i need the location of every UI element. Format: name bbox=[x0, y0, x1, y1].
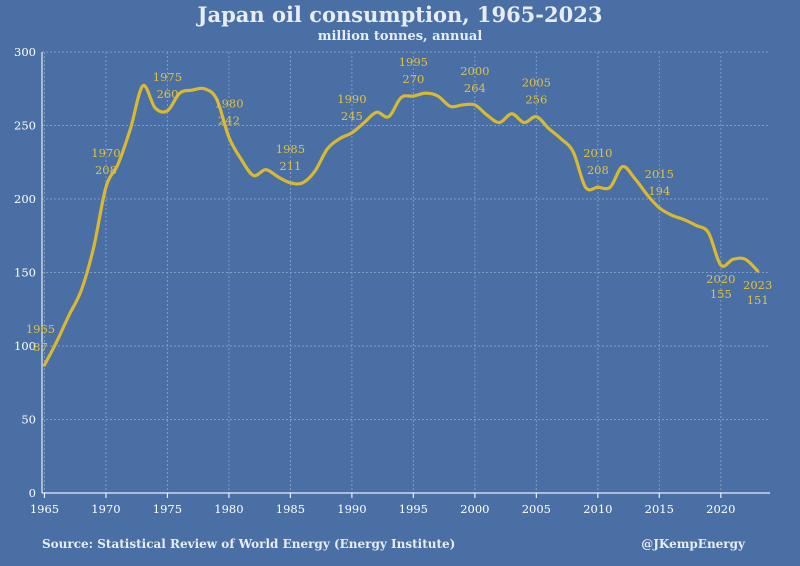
y-tick-label: 50 bbox=[21, 413, 36, 427]
annotation-value: 194 bbox=[648, 184, 670, 198]
annotation-year: 2005 bbox=[522, 76, 551, 90]
author-credit: @JKempEnergy bbox=[641, 537, 746, 551]
annotation-value: 242 bbox=[218, 113, 240, 127]
annotation-value: 87 bbox=[33, 340, 48, 354]
x-tick-label: 2015 bbox=[645, 502, 674, 516]
x-tick-label: 2000 bbox=[460, 502, 489, 516]
y-tick-label: 0 bbox=[29, 486, 36, 500]
annotation-value: 256 bbox=[525, 93, 547, 107]
annotation-value: 155 bbox=[710, 287, 732, 301]
annotation-value: 208 bbox=[587, 163, 609, 177]
annotation-year: 1980 bbox=[214, 96, 243, 110]
x-tick-label: 1965 bbox=[30, 502, 59, 516]
annotation-value: 211 bbox=[279, 159, 301, 173]
annotation-layer: 1965 87 1970 208 1975 260 1980 242 1985 211 1990 24… bbox=[26, 55, 773, 354]
annotation-year: 1995 bbox=[399, 55, 428, 69]
chart-subtitle: million tonnes, annual bbox=[318, 29, 483, 44]
x-tick-label: 1970 bbox=[91, 502, 120, 516]
y-tick-label: 200 bbox=[14, 192, 36, 206]
line-layer bbox=[42, 84, 760, 367]
annotation-year: 1970 bbox=[91, 146, 120, 160]
y-tick-label: 150 bbox=[14, 266, 36, 280]
annotation-year: 1975 bbox=[153, 70, 182, 84]
x-tick-label: 2020 bbox=[706, 502, 735, 516]
grid-layer bbox=[42, 51, 770, 493]
chart-title: Japan oil consumption, 1965-2023 bbox=[196, 2, 603, 27]
y-tick-label: 100 bbox=[14, 339, 36, 353]
annotation-year: 2010 bbox=[583, 146, 612, 160]
annotation-value: 264 bbox=[464, 81, 486, 95]
annotation-year: 2020 bbox=[706, 272, 735, 286]
annotation-value: 151 bbox=[747, 293, 769, 307]
x-tick-label: 1985 bbox=[276, 502, 305, 516]
annotation-value: 260 bbox=[156, 87, 178, 101]
y-tick-label: 300 bbox=[14, 45, 36, 59]
annotation-year: 1965 bbox=[26, 322, 55, 336]
series-line bbox=[42, 84, 760, 367]
annotation-year: 2000 bbox=[460, 64, 489, 78]
x-tick-label: 2005 bbox=[522, 502, 551, 516]
x-tick-label: 1975 bbox=[153, 502, 182, 516]
x-tick-label: 1990 bbox=[337, 502, 366, 516]
source-note: Source: Statistical Review of World Ener… bbox=[42, 537, 455, 551]
x-tick-label: 1995 bbox=[399, 502, 428, 516]
y-tick-label: 250 bbox=[14, 119, 36, 133]
annotation-value: 245 bbox=[341, 109, 363, 123]
annotation-year: 2015 bbox=[645, 167, 674, 181]
annotation-value: 270 bbox=[402, 72, 424, 86]
annotation-year: 1985 bbox=[276, 142, 305, 156]
x-tick-label: 2010 bbox=[583, 502, 612, 516]
annotation-year: 1990 bbox=[337, 92, 366, 106]
annotation-year: 2023 bbox=[743, 278, 772, 292]
annotation-value: 208 bbox=[95, 163, 117, 177]
x-tick-label: 1980 bbox=[214, 502, 243, 516]
